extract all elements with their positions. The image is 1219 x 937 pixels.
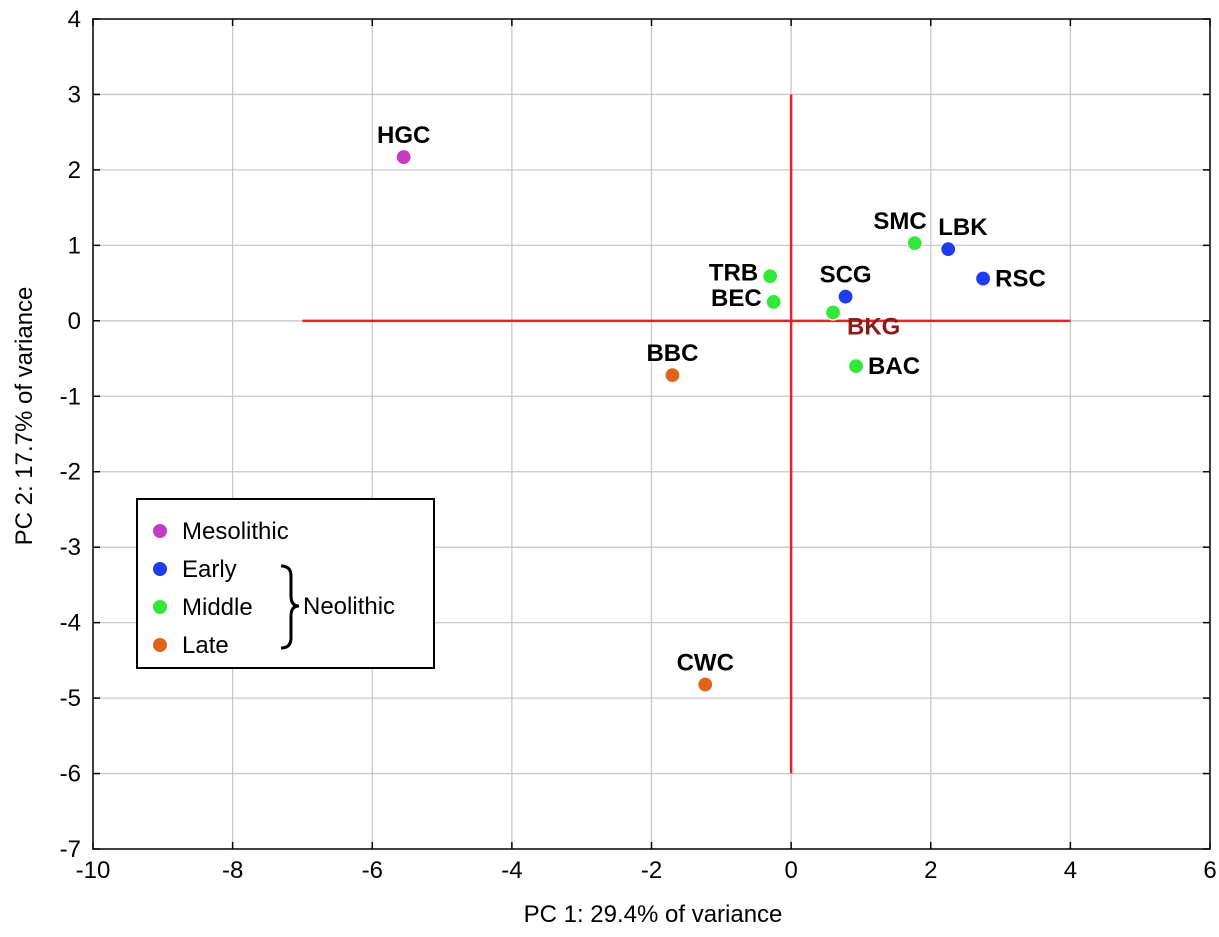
data-point-lbk [940,241,957,258]
x-tick-label: -6 [362,857,383,884]
x-tick-label: -4 [501,857,522,884]
point-label-trb: TRB [709,259,758,286]
x-tick-label: 4 [1064,857,1077,884]
point-label-bbc: BBC [646,340,698,367]
y-tick-label: -6 [60,761,81,788]
data-point-bac [847,357,865,375]
data-point-rsc [975,270,992,287]
y-tick-label: -5 [60,685,81,712]
y-tick-label: -2 [60,459,81,486]
legend-items: Mesolithic Early Middle Late [152,518,289,659]
x-tick-label: -2 [641,857,662,884]
y-tick-label: 1 [68,232,81,259]
point-label-bec: BEC [711,285,762,312]
legend-group-label: Neolithic [303,593,395,620]
x-tick-label: -8 [222,857,243,884]
x-tick-label: 6 [1203,857,1216,884]
y-tick-label: 0 [68,308,81,335]
legend-marker-mesolithic [152,523,168,539]
point-label-rsc: RSC [995,266,1046,293]
data-point-bec [765,293,782,311]
legend-label-late: Late [182,632,229,659]
point-label-hgc: HGC [377,122,430,149]
y-tick-label: 4 [68,6,81,33]
legend-brace [280,564,300,650]
point-label-bac: BAC [868,353,920,380]
point-label-lbk: LBK [938,214,988,241]
x-tick-label: 0 [784,857,797,884]
x-tick-label: 2 [924,857,937,884]
data-point-cwc [697,676,714,693]
point-label-cwc: CWC [677,650,734,677]
point-label-bkg: BKG [847,314,900,341]
legend-marker-late [152,637,168,653]
data-point-scg [837,288,854,305]
data-points [395,148,992,693]
legend-marker-middle [152,599,168,615]
legend: Mesolithic Early Middle Late Neolithic [136,498,435,669]
grid [93,19,1210,849]
data-point-hgc [395,148,412,166]
y-tick-label: -4 [60,610,81,637]
data-point-bbc [664,367,681,384]
legend-box [136,498,435,669]
y-tick-label: -3 [60,534,81,561]
legend-label-middle: Middle [182,594,253,621]
x-axis-title: PC 1: 29.4% of variance [524,901,783,928]
reference-lines [302,94,1071,774]
data-point-smc [906,235,923,252]
y-tick-label: -1 [60,383,81,410]
y-axis-title: PC 2: 17.7% of variance [11,287,38,546]
x-tick-label: -10 [76,857,111,884]
point-label-smc: SMC [873,208,926,235]
y-tick-label: 3 [68,81,81,108]
legend-label-mesolithic: Mesolithic [182,518,289,545]
legend-marker-early [152,561,168,577]
point-label-scg: SCG [820,262,872,289]
data-point-bkg [824,304,842,321]
data-point-trb [762,268,779,285]
y-tick-label: -7 [60,836,81,863]
legend-label-early: Early [182,556,237,583]
y-tick-label: 2 [68,157,81,184]
